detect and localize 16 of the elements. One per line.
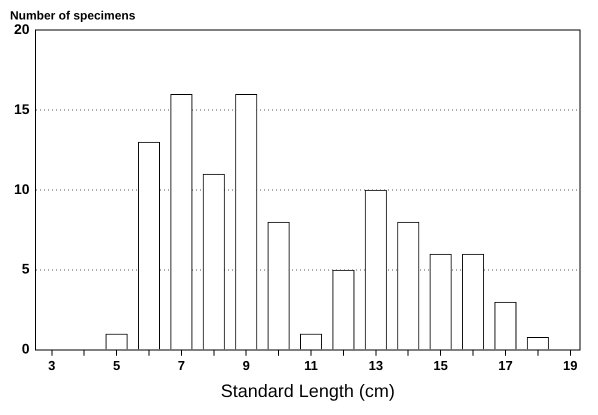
y-tick-label: 5 [22, 260, 30, 277]
y-tick-label: 20 [14, 20, 30, 37]
y-tick-label: 10 [14, 180, 30, 197]
y-tick-label: 0 [22, 340, 30, 357]
x-tick-label: 7 [178, 358, 186, 374]
x-tick-label: 13 [368, 358, 384, 374]
x-axis-title: Standard Length (cm) [220, 381, 395, 402]
x-tick-label: 3 [48, 358, 56, 374]
x-tick-label: 11 [304, 358, 318, 374]
x-tick-label: 9 [242, 358, 250, 374]
x-tick-label: 17 [498, 358, 513, 374]
x-tick-label: 5 [112, 358, 120, 374]
y-axis-title: Number of specimens [10, 8, 136, 22]
x-tick-label: 19 [563, 358, 578, 374]
y-tick-label: 15 [14, 100, 30, 117]
x-tick-label: 15 [433, 358, 448, 374]
